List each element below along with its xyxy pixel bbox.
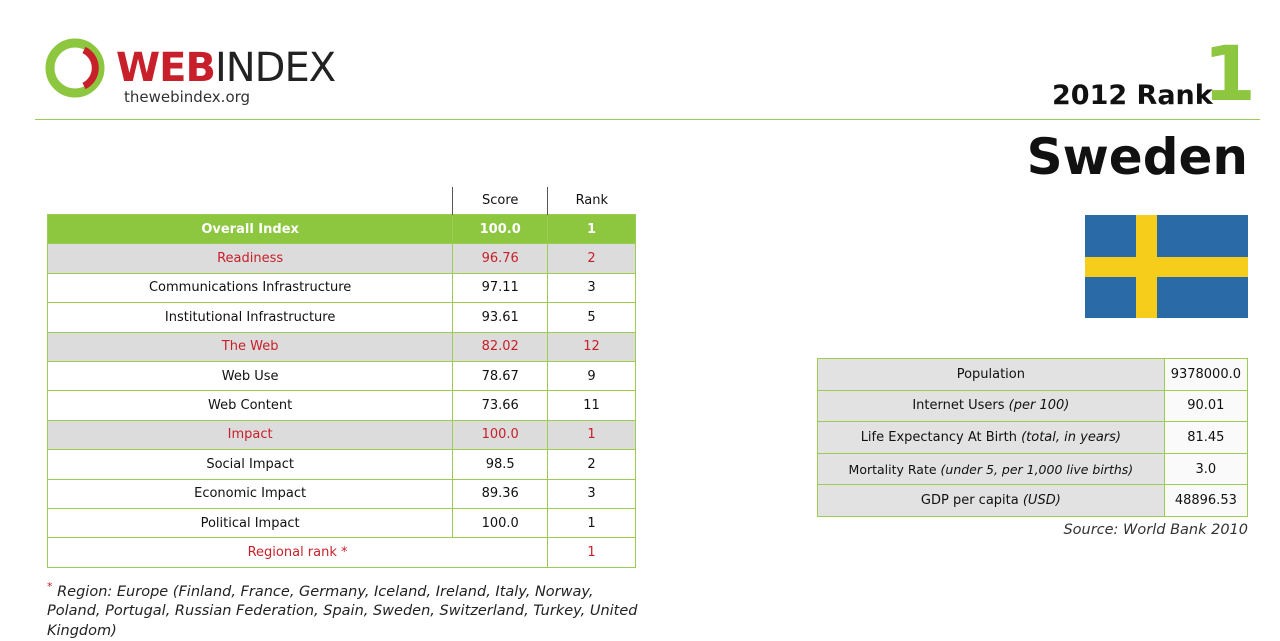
indicator-label: Mortality Rate (under 5, per 1,000 live … [817, 452, 1165, 486]
rank: 11 [547, 390, 636, 421]
regional-rank: 1 [547, 537, 636, 568]
indicator-label: Life Expectancy At Birth (total, in year… [817, 421, 1165, 454]
score: 98.5 [452, 449, 549, 480]
site: thewebindex.org [124, 88, 251, 106]
footnote-marker: * [47, 580, 53, 593]
score: 100.0 [452, 213, 549, 245]
score: 82.02 [452, 331, 549, 362]
column-header: Score [452, 187, 548, 215]
score: 73.66 [452, 390, 549, 421]
scores-table: Score Rank Overall Index 100.0 1 Readiness 9… [46, 187, 636, 568]
score: 100.0 [452, 507, 549, 539]
label: Internet Users [912, 398, 1005, 414]
rank: 5 [547, 302, 636, 333]
row-label: Web Content [46, 390, 454, 421]
row-label: Overall Index [46, 213, 454, 245]
flag [1085, 215, 1248, 318]
note: (under 5, per 1,000 live births) [940, 461, 1134, 477]
divider [35, 119, 1260, 120]
indicator-value: 81.45 [1163, 421, 1249, 454]
brand-index: INDEX [214, 45, 336, 91]
indicator-value: 48896.53 [1163, 484, 1249, 517]
country: Sweden [1026, 128, 1248, 186]
indicator-value: 90.01 [1163, 389, 1249, 423]
row-label: Institutional Infrastructure [46, 302, 454, 333]
score: 96.76 [452, 243, 549, 274]
score: 93.61 [452, 302, 549, 333]
note: (per 100) [1008, 398, 1070, 414]
label: GDP per capita [920, 493, 1019, 509]
row-label: Impact [46, 419, 454, 451]
indicators-table: Population 9378000.0 Internet Users (per … [817, 358, 1249, 517]
brand-web: WEB [116, 45, 216, 91]
indicator-label: Population [817, 358, 1165, 391]
rank-label: 2012 Rank [1052, 80, 1213, 111]
column-header: Rank [547, 187, 636, 215]
rank: 1 [547, 213, 636, 245]
indicator-value: 9378000.0 [1163, 358, 1249, 391]
row-label: Communications Infrastructure [46, 272, 454, 304]
rank: 3 [547, 478, 636, 509]
row-label: The Web [46, 331, 454, 362]
footnote: * Region: Europe (Finland, France, Germa… [47, 577, 647, 641]
rank: 1 [547, 507, 636, 539]
label: Life Expectancy At Birth [860, 429, 1017, 445]
row-label: Web Use [46, 360, 454, 392]
score: 89.36 [452, 478, 549, 509]
logo-icon [45, 38, 105, 98]
indicator-label: GDP per capita (USD) [817, 484, 1165, 517]
rank: 1 [547, 419, 636, 451]
rank: 2 [547, 449, 636, 480]
label: Mortality Rate [848, 461, 937, 477]
note: (total, in years) [1021, 429, 1121, 445]
note: (USD) [1022, 493, 1061, 509]
rank: 12 [547, 331, 636, 362]
rank: 1 [1203, 29, 1256, 118]
score: 100.0 [452, 419, 549, 451]
footnote-text: Region: Europe (Finland, France, Germany… [47, 583, 638, 639]
rank: 2 [547, 243, 636, 274]
row-label: Political Impact [46, 507, 454, 539]
indicator-label: Internet Users (per 100) [817, 389, 1165, 423]
regional-label: Regional rank * [46, 537, 549, 568]
brand: WEBINDEX [116, 45, 336, 91]
rank: 3 [547, 272, 636, 304]
row-label: Economic Impact [46, 478, 454, 509]
score: 97.11 [452, 272, 549, 304]
source: Source: World Bank 2010 [1063, 522, 1248, 538]
rank: 9 [547, 360, 636, 392]
score: 78.67 [452, 360, 549, 392]
row-label: Readiness [46, 243, 454, 274]
indicator-value: 3.0 [1163, 452, 1249, 486]
row-label: Social Impact [46, 449, 454, 480]
label: Population [956, 366, 1025, 382]
